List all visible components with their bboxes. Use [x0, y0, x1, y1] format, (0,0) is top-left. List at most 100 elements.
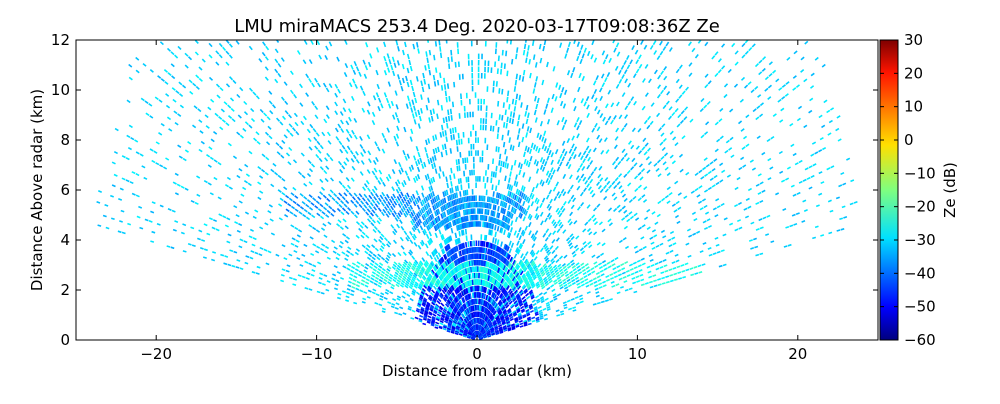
radar-gate — [326, 88, 328, 92]
radar-gate — [492, 171, 493, 176]
radar-gate — [181, 186, 184, 188]
radar-gate — [451, 168, 452, 173]
radar-gate — [326, 46, 328, 50]
radar-gate — [441, 303, 444, 306]
radar-gate — [803, 200, 806, 201]
radar-gate — [367, 170, 370, 174]
radar-gate — [371, 278, 374, 280]
radar-gate — [119, 221, 122, 222]
radar-gate — [509, 241, 511, 246]
radar-gate — [390, 292, 393, 294]
radar-gate — [398, 314, 402, 315]
radar-gate — [322, 212, 325, 215]
radar-gate — [596, 75, 598, 80]
radar-gate — [594, 285, 597, 287]
radar-gate — [748, 189, 751, 191]
radar-gate — [593, 304, 597, 305]
radar-gate — [544, 110, 546, 115]
radar-gate — [417, 198, 419, 203]
radar-gate — [216, 229, 219, 231]
radar-gate — [326, 290, 329, 291]
radar-gate — [385, 93, 387, 98]
radar-gate — [388, 68, 390, 73]
radar-gate — [511, 165, 512, 170]
radar-gate — [265, 67, 268, 71]
radar-gate — [422, 200, 424, 205]
radar-gate — [543, 159, 545, 164]
radar-gate — [548, 119, 550, 124]
radar-gate — [794, 51, 797, 54]
radar-gate — [715, 122, 718, 125]
radar-gate — [634, 163, 637, 166]
radar-gate — [597, 276, 600, 278]
radar-gate — [371, 260, 374, 262]
radar-gate — [612, 181, 615, 184]
radar-gate — [704, 105, 707, 108]
radar-gate — [756, 184, 759, 186]
radar-gate — [347, 268, 350, 270]
radar-gate — [502, 89, 503, 95]
radar-gate — [661, 156, 664, 159]
radar-gate — [500, 194, 501, 199]
radar-gate — [587, 205, 590, 208]
radar-gate — [841, 229, 845, 230]
radar-gate — [418, 110, 419, 115]
radar-gate — [799, 161, 802, 163]
radar-gate — [166, 158, 169, 160]
radar-gate — [775, 193, 778, 195]
radar-gate — [700, 208, 703, 210]
radar-gate — [536, 146, 538, 151]
radar-gate — [630, 60, 632, 64]
radar-gate — [675, 109, 678, 112]
radar-gate — [318, 196, 321, 199]
radar-gate — [641, 40, 643, 44]
radar-gate — [350, 83, 352, 87]
radar-gate — [409, 102, 410, 107]
radar-gate — [598, 280, 601, 282]
radar-gate — [354, 118, 356, 122]
radar-gate — [367, 135, 369, 139]
radar-gate — [421, 202, 423, 207]
radar-gate — [661, 230, 664, 232]
radar-gate — [150, 241, 154, 242]
radar-gate — [667, 92, 670, 96]
radar-gate — [594, 58, 596, 63]
radar-gate — [669, 269, 672, 270]
radar-gate — [790, 225, 794, 226]
radar-gate — [670, 280, 673, 281]
radar-gate — [612, 264, 615, 266]
radar-gate — [367, 245, 370, 248]
radar-gate — [707, 102, 710, 105]
radar-gate — [358, 275, 361, 277]
radar-gate — [811, 176, 814, 178]
radar-gate — [360, 225, 363, 228]
radar-gate — [173, 182, 176, 184]
radar-gate — [462, 217, 463, 222]
radar-gate — [560, 154, 562, 159]
radar-gate — [261, 119, 264, 122]
radar-gate — [749, 240, 753, 241]
radar-gate — [396, 199, 398, 203]
radar-gate — [416, 176, 418, 181]
radar-gate — [382, 271, 385, 273]
radar-gate — [782, 97, 785, 100]
radar-gate — [620, 287, 623, 288]
radar-gate — [755, 87, 758, 90]
radar-gate — [365, 184, 368, 188]
radar-gate — [455, 240, 456, 245]
radar-gate — [214, 132, 217, 135]
radar-gate — [567, 48, 569, 53]
radar-gate — [705, 74, 708, 77]
radar-gate — [535, 96, 536, 101]
radar-gate — [160, 205, 163, 206]
radar-gate — [602, 229, 605, 232]
radar-gate — [454, 134, 455, 139]
radar-gate — [195, 52, 198, 55]
radar-gate — [394, 240, 397, 243]
radar-gate — [434, 163, 435, 168]
radar-gate — [375, 263, 378, 265]
radar-gate — [619, 240, 622, 242]
radar-gate — [350, 274, 353, 276]
radar-gate — [660, 142, 663, 145]
radar-gate — [544, 315, 547, 316]
